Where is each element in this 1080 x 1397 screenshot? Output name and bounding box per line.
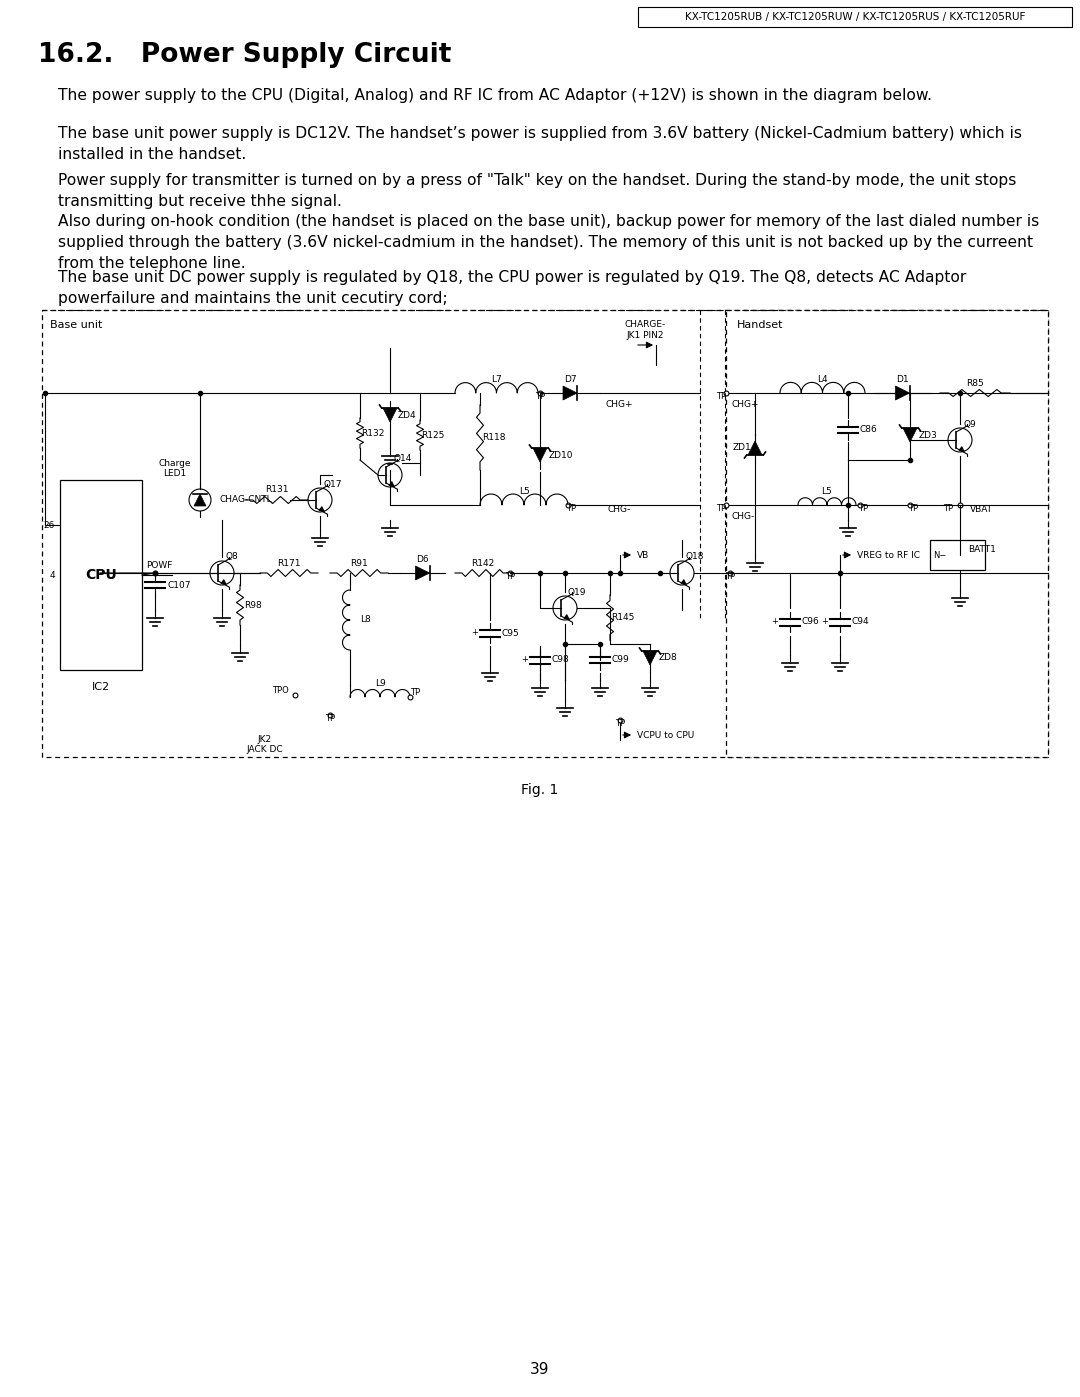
Text: TP: TP xyxy=(505,571,515,581)
Text: +: + xyxy=(522,655,528,664)
Text: +: + xyxy=(821,617,828,626)
Text: KX-TC1205RUB / KX-TC1205RUW / KX-TC1205RUS / KX-TC1205RUF: KX-TC1205RUB / KX-TC1205RUW / KX-TC1205R… xyxy=(685,13,1025,22)
Text: L7: L7 xyxy=(491,374,502,384)
Text: Q14: Q14 xyxy=(393,454,411,464)
Text: Also during on-hook condition (the handset is placed on the base unit), backup p: Also during on-hook condition (the hands… xyxy=(58,214,1039,271)
Text: Charge
LED1: Charge LED1 xyxy=(159,458,191,478)
Text: C99: C99 xyxy=(612,655,630,665)
Text: Power supply for transmitter is turned on by a press of "Talk" key on the handse: Power supply for transmitter is turned o… xyxy=(58,173,1016,210)
Text: L8: L8 xyxy=(360,616,370,624)
Text: C94: C94 xyxy=(852,617,869,626)
Text: VB: VB xyxy=(637,550,649,560)
Text: C96: C96 xyxy=(802,617,820,626)
Text: Q19: Q19 xyxy=(568,588,586,597)
Text: VREG to RF IC: VREG to RF IC xyxy=(858,550,920,560)
Text: D6: D6 xyxy=(416,555,429,564)
Text: ZD1: ZD1 xyxy=(733,443,752,453)
Text: 26: 26 xyxy=(43,521,55,529)
Polygon shape xyxy=(748,441,762,455)
Text: C86: C86 xyxy=(860,426,878,434)
Text: R98: R98 xyxy=(244,601,261,609)
Text: D1: D1 xyxy=(896,374,908,384)
Text: R85: R85 xyxy=(967,379,984,387)
Text: R145: R145 xyxy=(611,613,635,622)
Text: R118: R118 xyxy=(483,433,505,441)
Polygon shape xyxy=(534,448,546,462)
Polygon shape xyxy=(194,495,206,506)
Text: TP: TP xyxy=(716,393,726,401)
Text: C107: C107 xyxy=(167,581,190,590)
Text: ZD8: ZD8 xyxy=(659,654,678,662)
Text: 39: 39 xyxy=(530,1362,550,1377)
Text: C95: C95 xyxy=(502,629,519,637)
Polygon shape xyxy=(643,651,657,665)
Text: Q17: Q17 xyxy=(323,479,341,489)
Bar xyxy=(638,7,1072,27)
Text: D7: D7 xyxy=(564,374,577,384)
Text: Base unit: Base unit xyxy=(50,320,103,330)
Text: C98: C98 xyxy=(552,655,570,665)
Text: BATT1: BATT1 xyxy=(968,545,996,555)
Text: TP: TP xyxy=(535,393,545,401)
Bar xyxy=(42,310,1048,757)
Text: Q9: Q9 xyxy=(963,419,975,429)
Text: The base unit DC power supply is regulated by Q18, the CPU power is regulated by: The base unit DC power supply is regulat… xyxy=(58,270,967,306)
Text: CHARGE-
JK1 PIN2: CHARGE- JK1 PIN2 xyxy=(624,320,665,339)
Text: POWF: POWF xyxy=(146,562,173,570)
Text: IC2: IC2 xyxy=(92,682,110,692)
Text: R91: R91 xyxy=(350,559,368,567)
Text: L9: L9 xyxy=(375,679,386,687)
Text: TP: TP xyxy=(725,571,735,581)
Bar xyxy=(930,541,985,570)
Polygon shape xyxy=(383,408,397,422)
Text: L5: L5 xyxy=(822,488,833,496)
Text: L5: L5 xyxy=(518,488,529,496)
Bar xyxy=(60,481,141,671)
Text: +: + xyxy=(771,617,778,626)
Text: R171: R171 xyxy=(278,559,300,567)
Polygon shape xyxy=(903,427,917,441)
Text: TP: TP xyxy=(410,687,420,697)
Bar xyxy=(726,310,1048,757)
Text: TPO: TPO xyxy=(272,686,288,694)
Text: ZD10: ZD10 xyxy=(549,450,573,460)
Text: R131: R131 xyxy=(265,486,288,495)
Text: Fig. 1: Fig. 1 xyxy=(522,782,558,798)
Text: CHG+: CHG+ xyxy=(605,400,633,409)
Text: TP: TP xyxy=(615,719,625,728)
Text: ZD4: ZD4 xyxy=(399,411,417,419)
Polygon shape xyxy=(895,386,909,400)
Polygon shape xyxy=(416,566,430,580)
Text: ZD3: ZD3 xyxy=(919,430,937,440)
Text: The power supply to the CPU (Digital, Analog) and RF IC from AC Adaptor (+12V) i: The power supply to the CPU (Digital, An… xyxy=(58,88,932,103)
Text: CHG-: CHG- xyxy=(608,506,631,514)
Text: JK2
JACK DC: JK2 JACK DC xyxy=(246,735,283,754)
Text: TP: TP xyxy=(325,714,335,724)
Text: R125: R125 xyxy=(421,430,445,440)
Text: TP: TP xyxy=(858,504,868,513)
Text: TP: TP xyxy=(566,504,576,513)
Text: TP: TP xyxy=(908,504,918,513)
Text: +: + xyxy=(471,629,478,637)
Text: TP: TP xyxy=(943,504,953,513)
Text: CHG+: CHG+ xyxy=(732,400,759,409)
Text: CPU: CPU xyxy=(85,569,117,583)
Text: R142: R142 xyxy=(471,559,495,567)
Text: Handset: Handset xyxy=(737,320,783,330)
Polygon shape xyxy=(563,386,577,400)
Text: R132: R132 xyxy=(362,429,384,437)
Text: VBAT: VBAT xyxy=(970,504,993,514)
Text: TP: TP xyxy=(716,504,726,513)
Text: The base unit power supply is DC12V. The handset’s power is supplied from 3.6V b: The base unit power supply is DC12V. The… xyxy=(58,126,1022,162)
Text: 16.2.   Power Supply Circuit: 16.2. Power Supply Circuit xyxy=(38,42,451,68)
Text: Q18: Q18 xyxy=(685,552,703,562)
Text: VCPU to CPU: VCPU to CPU xyxy=(637,731,694,739)
Text: 4: 4 xyxy=(50,570,55,580)
Text: CHAG-CNTL: CHAG-CNTL xyxy=(220,496,272,504)
Text: CHG-: CHG- xyxy=(732,511,755,521)
Text: Q8: Q8 xyxy=(225,552,238,562)
Text: L4: L4 xyxy=(818,374,827,384)
Text: N−: N− xyxy=(933,552,946,560)
